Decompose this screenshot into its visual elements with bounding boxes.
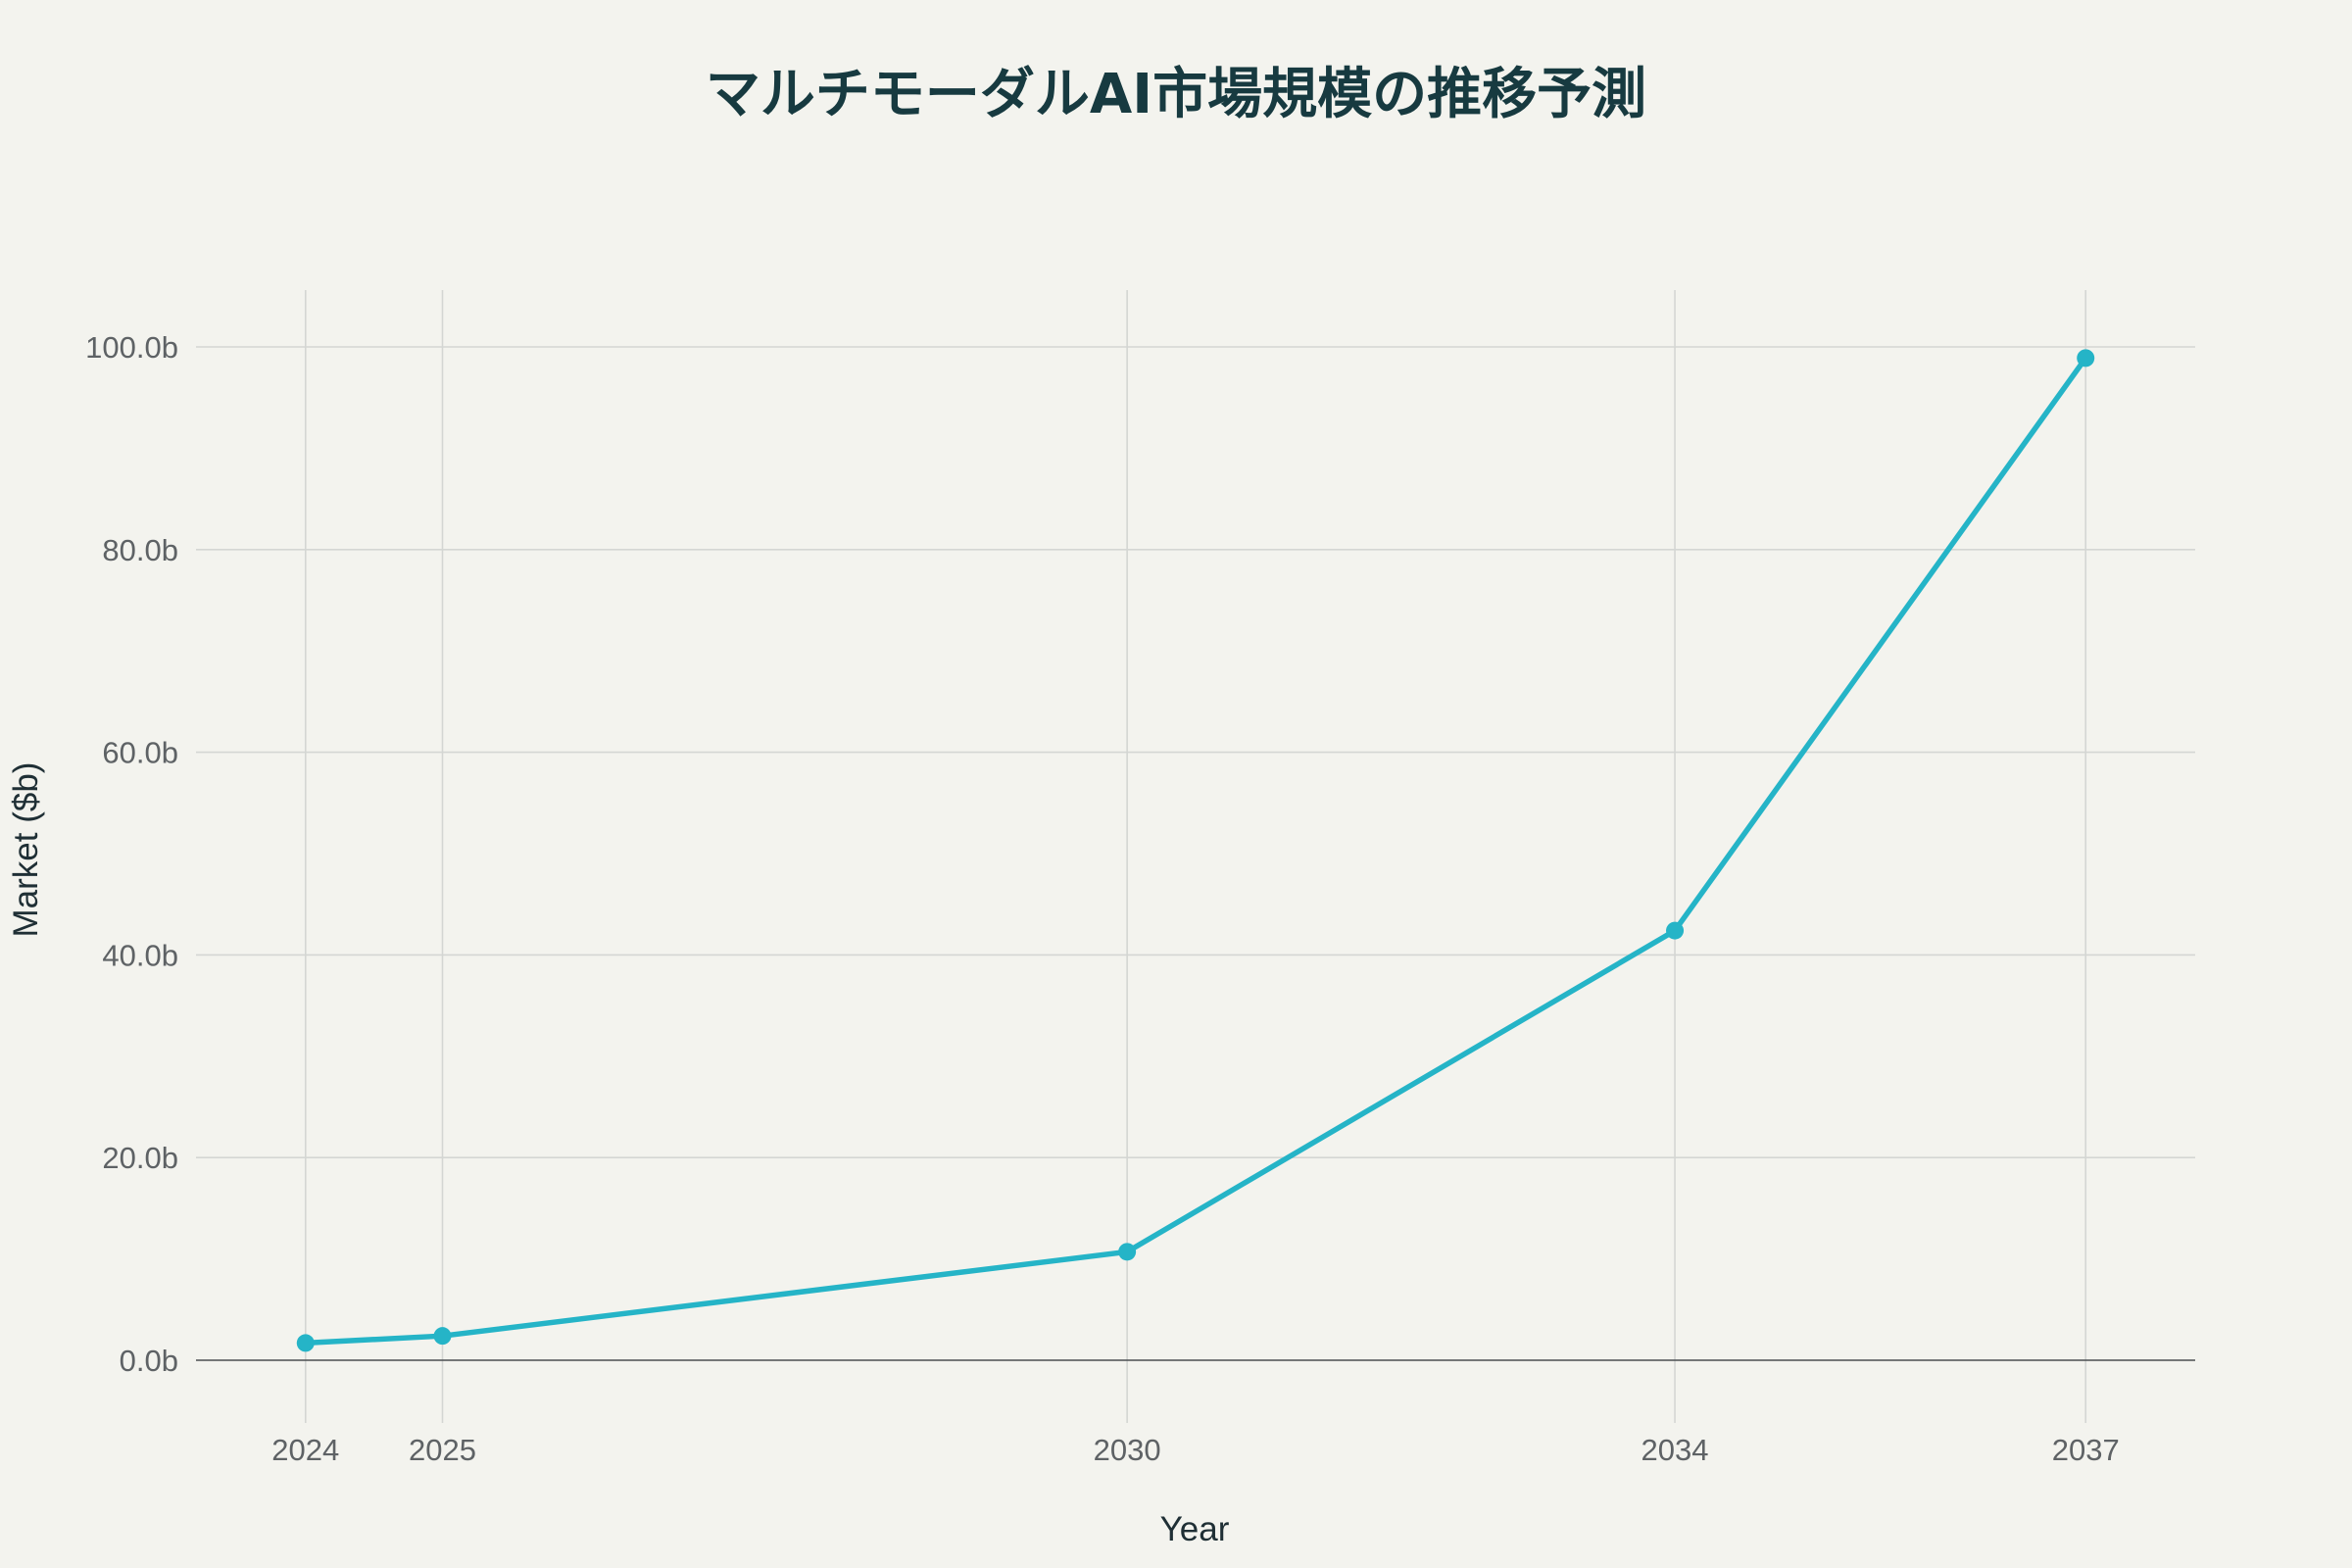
y-tick-label: 100.0b	[85, 330, 178, 365]
x-tick-label: 2030	[1094, 1433, 1161, 1467]
y-tick-label: 20.0b	[102, 1141, 178, 1175]
marker-layer	[296, 349, 2095, 1352]
y-axis-title: Market ($b)	[7, 762, 45, 938]
x-axis-title: Year	[1160, 1510, 1230, 1548]
x-tick-label: 2034	[1642, 1433, 1709, 1467]
chart-title: マルチモーダルAI市場規模の推移予測	[706, 63, 1646, 126]
x-tick-label: 2037	[2052, 1433, 2120, 1467]
series-line	[303, 355, 2088, 1347]
data-point[interactable]	[296, 1334, 315, 1352]
data-point[interactable]	[2077, 349, 2095, 368]
data-point[interactable]	[433, 1327, 452, 1346]
x-tick-label: 2024	[271, 1433, 339, 1467]
data-point[interactable]	[1118, 1243, 1137, 1261]
y-tick-label: 40.0b	[102, 938, 178, 972]
y-tick-label: 60.0b	[102, 736, 178, 770]
grid-lines	[196, 290, 2195, 1423]
x-tick-label: 2025	[409, 1433, 476, 1467]
data-point[interactable]	[1666, 921, 1685, 940]
y-tick-label: 0.0b	[120, 1344, 178, 1378]
series-layer	[303, 355, 2088, 1347]
axes: 0.0b 20.0b 40.0b 60.0b 80.0b 100.0b 2024 2025 20…	[85, 330, 2195, 1467]
y-tick-label: 80.0b	[102, 533, 178, 567]
